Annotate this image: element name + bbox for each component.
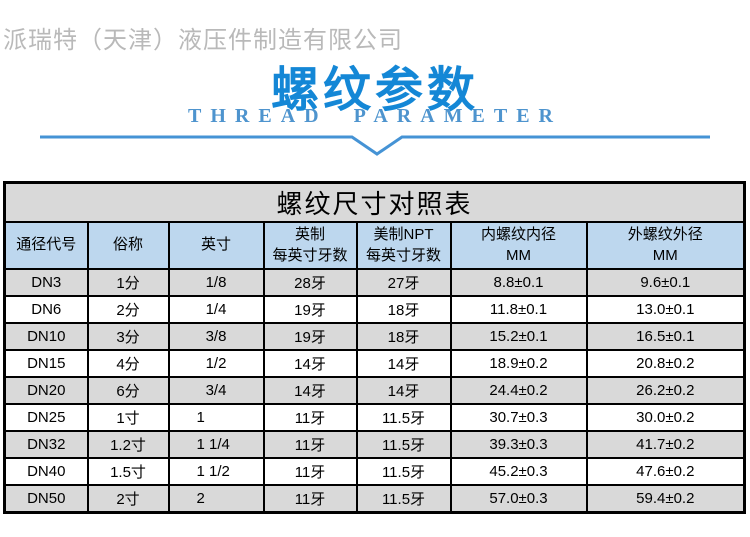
- table-cell: 8.8±0.1: [449, 268, 588, 297]
- table-cell: 11.8±0.1: [449, 295, 588, 324]
- table-title-row: 螺纹尺寸对照表: [3, 181, 746, 223]
- table-container: 螺纹尺寸对照表 通径代号 俗称 英寸 英制 每英寸牙数 美制NPT 每英寸牙数 内螺纹内径 MM…: [3, 181, 747, 514]
- table-cell: 1寸: [86, 403, 170, 432]
- company-name: 派瑞特（天津）液压件制造有限公司: [3, 27, 403, 54]
- table-cell: 27牙: [355, 268, 452, 297]
- table-cell: 14牙: [355, 376, 452, 405]
- table-row: DN6 2分 1/4 19牙 18牙 11.8±0.1 13.0±0.1: [3, 295, 746, 324]
- table-cell: 11.5牙: [355, 484, 452, 513]
- table-row: DN10 3分 3/8 19牙 18牙 15.2±0.1 16.5±0.1: [3, 322, 746, 351]
- table-cell: 3/4: [167, 376, 265, 405]
- table-cell: 11牙: [262, 403, 358, 432]
- table-body: DN3 1分 1/8 28牙 27牙 8.8±0.1 9.6±0.1 DN6 2分 1/4 19牙 1…: [3, 268, 746, 513]
- table-cell: 6分: [86, 376, 170, 405]
- table-cell: 41.7±0.2: [585, 430, 746, 459]
- table-row: DN50 2寸 2 11牙 11.5牙 57.0±0.3 59.4±0.2: [3, 484, 746, 513]
- table-row: DN32 1.2寸 1 1/4 11牙 11.5牙 39.3±0.3 41.7±0.2: [3, 430, 746, 459]
- table-cell: 18牙: [355, 322, 452, 351]
- table-cell: 1 1/4: [167, 430, 265, 459]
- table-cell: 3分: [86, 322, 170, 351]
- table-cell: 11牙: [262, 430, 358, 459]
- table-cell: 59.4±0.2: [585, 484, 746, 513]
- table-cell: 11.5牙: [355, 403, 452, 432]
- table-cell: 13.0±0.1: [585, 295, 746, 324]
- table-cell: 14牙: [262, 376, 358, 405]
- divider-chevron: [40, 135, 710, 156]
- table-cell: 57.0±0.3: [449, 484, 588, 513]
- table-cell: DN15: [3, 349, 89, 378]
- page-subtitle: THREAD PARAMETER: [188, 105, 562, 127]
- table-cell: DN40: [3, 457, 89, 486]
- table-cell: 39.3±0.3: [449, 430, 588, 459]
- thread-size-table: 螺纹尺寸对照表 通径代号 俗称 英寸 英制 每英寸牙数 美制NPT 每英寸牙数 内螺纹内径 MM…: [3, 181, 747, 514]
- table-cell: 11牙: [262, 457, 358, 486]
- table-cell: 1.2寸: [86, 430, 170, 459]
- table-cell: 9.6±0.1: [585, 268, 746, 297]
- table-header-row: 通径代号 俗称 英寸 英制 每英寸牙数 美制NPT 每英寸牙数 内螺纹内径 MM 外螺纹外径 MM: [3, 221, 746, 270]
- page-title: 螺纹参数: [270, 64, 479, 117]
- table-cell: 1/4: [167, 295, 265, 324]
- table-cell: 30.7±0.3: [449, 403, 588, 432]
- table-cell: DN10: [3, 322, 89, 351]
- table-cell: 11牙: [262, 484, 358, 513]
- table-row: DN40 1.5寸 1 1/2 11牙 11.5牙 45.2±0.3 47.6±0.2: [3, 457, 746, 486]
- table-cell: DN20: [3, 376, 89, 405]
- table-cell: 1 1/2: [167, 457, 265, 486]
- table-cell: 19牙: [262, 322, 358, 351]
- table-cell: 19牙: [262, 295, 358, 324]
- table-cell: 2: [167, 484, 265, 513]
- table-cell: DN3: [3, 268, 89, 297]
- table-cell: DN25: [3, 403, 89, 432]
- table-cell: 4分: [86, 349, 170, 378]
- table-cell: 3/8: [167, 322, 265, 351]
- table-cell: 16.5±0.1: [585, 322, 746, 351]
- column-header: 英寸: [167, 221, 265, 270]
- table-cell: DN50: [3, 484, 89, 513]
- table-cell: 45.2±0.3: [449, 457, 588, 486]
- table-cell: 14牙: [262, 349, 358, 378]
- table-cell: 24.4±0.2: [449, 376, 588, 405]
- table-cell: DN32: [3, 430, 89, 459]
- table-cell: 11.5牙: [355, 430, 452, 459]
- table-row: DN25 1寸 1 11牙 11.5牙 30.7±0.3 30.0±0.2: [3, 403, 746, 432]
- table-cell: 1/8: [167, 268, 265, 297]
- table-cell: 1/2: [167, 349, 265, 378]
- column-header: 美制NPT 每英寸牙数: [355, 221, 452, 270]
- table-row: DN20 6分 3/4 14牙 14牙 24.4±0.2 26.2±0.2: [3, 376, 746, 405]
- table-cell: 2分: [86, 295, 170, 324]
- table-cell: 18.9±0.2: [449, 349, 588, 378]
- table-cell: 30.0±0.2: [585, 403, 746, 432]
- table-cell: DN6: [3, 295, 89, 324]
- table-cell: 28牙: [262, 268, 358, 297]
- table-cell: 1.5寸: [86, 457, 170, 486]
- column-header: 外螺纹外径 MM: [585, 221, 746, 270]
- table-cell: 14牙: [355, 349, 452, 378]
- column-header: 通径代号: [3, 221, 89, 270]
- column-header: 内螺纹内径 MM: [449, 221, 588, 270]
- table-cell: 20.8±0.2: [585, 349, 746, 378]
- table-cell: 47.6±0.2: [585, 457, 746, 486]
- table-caption: 螺纹尺寸对照表: [3, 181, 746, 223]
- table-row: DN3 1分 1/8 28牙 27牙 8.8±0.1 9.6±0.1: [3, 268, 746, 297]
- table-row: DN15 4分 1/2 14牙 14牙 18.9±0.2 20.8±0.2: [3, 349, 746, 378]
- table-cell: 2寸: [86, 484, 170, 513]
- table-cell: 18牙: [355, 295, 452, 324]
- table-cell: 15.2±0.1: [449, 322, 588, 351]
- table-cell: 1: [167, 403, 265, 432]
- column-header: 俗称: [86, 221, 170, 270]
- column-header: 英制 每英寸牙数: [262, 221, 358, 270]
- table-cell: 26.2±0.2: [585, 376, 746, 405]
- table-cell: 11.5牙: [355, 457, 452, 486]
- table-cell: 1分: [86, 268, 170, 297]
